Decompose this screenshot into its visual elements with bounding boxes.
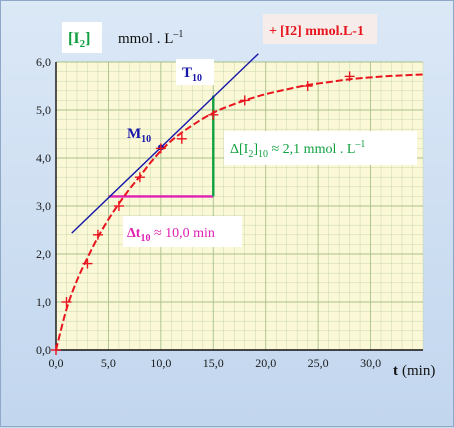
x-tick-labels: 0,0 5,0 10,0 15,0 20,0 25,0 30,0 [49, 356, 382, 370]
delta-t-label-box [123, 216, 242, 247]
x-axis-label: t (min) [393, 363, 435, 379]
y-tick-label: 4,0 [36, 151, 51, 165]
y-tick-label: 0,0 [36, 343, 51, 357]
y-label-box [62, 22, 102, 53]
y-tick-label: 5,0 [36, 103, 51, 117]
y-tick-label: 1,0 [36, 295, 51, 309]
curve [56, 73, 423, 350]
grid [55, 61, 424, 351]
data-point [239, 95, 250, 106]
data-point [344, 71, 355, 82]
data-point [302, 81, 313, 91]
y-tick-label: 3,0 [36, 199, 51, 213]
tangent-label: T10 [182, 65, 202, 84]
data-point [51, 345, 61, 355]
data-point [113, 201, 124, 211]
data-point [208, 109, 219, 120]
x-tick-label: 15,0 [203, 356, 224, 370]
x-tick-label: 5,0 [101, 356, 116, 370]
y-axis-unit: mmol . L–1 [118, 29, 183, 47]
data-markers [51, 71, 355, 355]
tangent-line [71, 53, 259, 234]
concentration-curve [56, 73, 423, 350]
data-point [92, 229, 103, 240]
x-tick-label: 10,0 [150, 356, 171, 370]
legend-marker: + [269, 24, 277, 39]
delta-t-label: Δt10 ≈ 10,0 min [127, 226, 215, 244]
delta-c-label: Δ[I2]10 ≈ 2,1 mmol . L–1 [230, 139, 365, 160]
data-point [134, 172, 145, 183]
tangent-label-box [176, 59, 214, 85]
y-tick-label: 2,0 [36, 247, 51, 261]
x-tick-label: 25,0 [308, 356, 329, 370]
legend-box [263, 14, 377, 44]
y-tick-label: 6,0 [36, 55, 51, 69]
x-tick-label: 20,0 [255, 356, 276, 370]
delta-c-label-box [224, 131, 417, 165]
axes [55, 62, 423, 351]
data-point [176, 133, 187, 144]
legend-entry: + [I2] mmol.L-1 [269, 24, 364, 39]
data-point [61, 297, 72, 307]
y-axis-label: [I2] [68, 30, 90, 50]
x-tick-label: 30,0 [360, 356, 381, 370]
y-tick-labels: 0,0 1,0 2,0 3,0 4,0 5,0 6,0 [36, 55, 51, 357]
point-label: M10 [127, 126, 151, 145]
x-tick-label: 0,0 [49, 356, 64, 370]
data-point [155, 143, 166, 154]
legend-label: [I2] mmol.L-1 [280, 24, 364, 39]
data-point [82, 258, 93, 269]
